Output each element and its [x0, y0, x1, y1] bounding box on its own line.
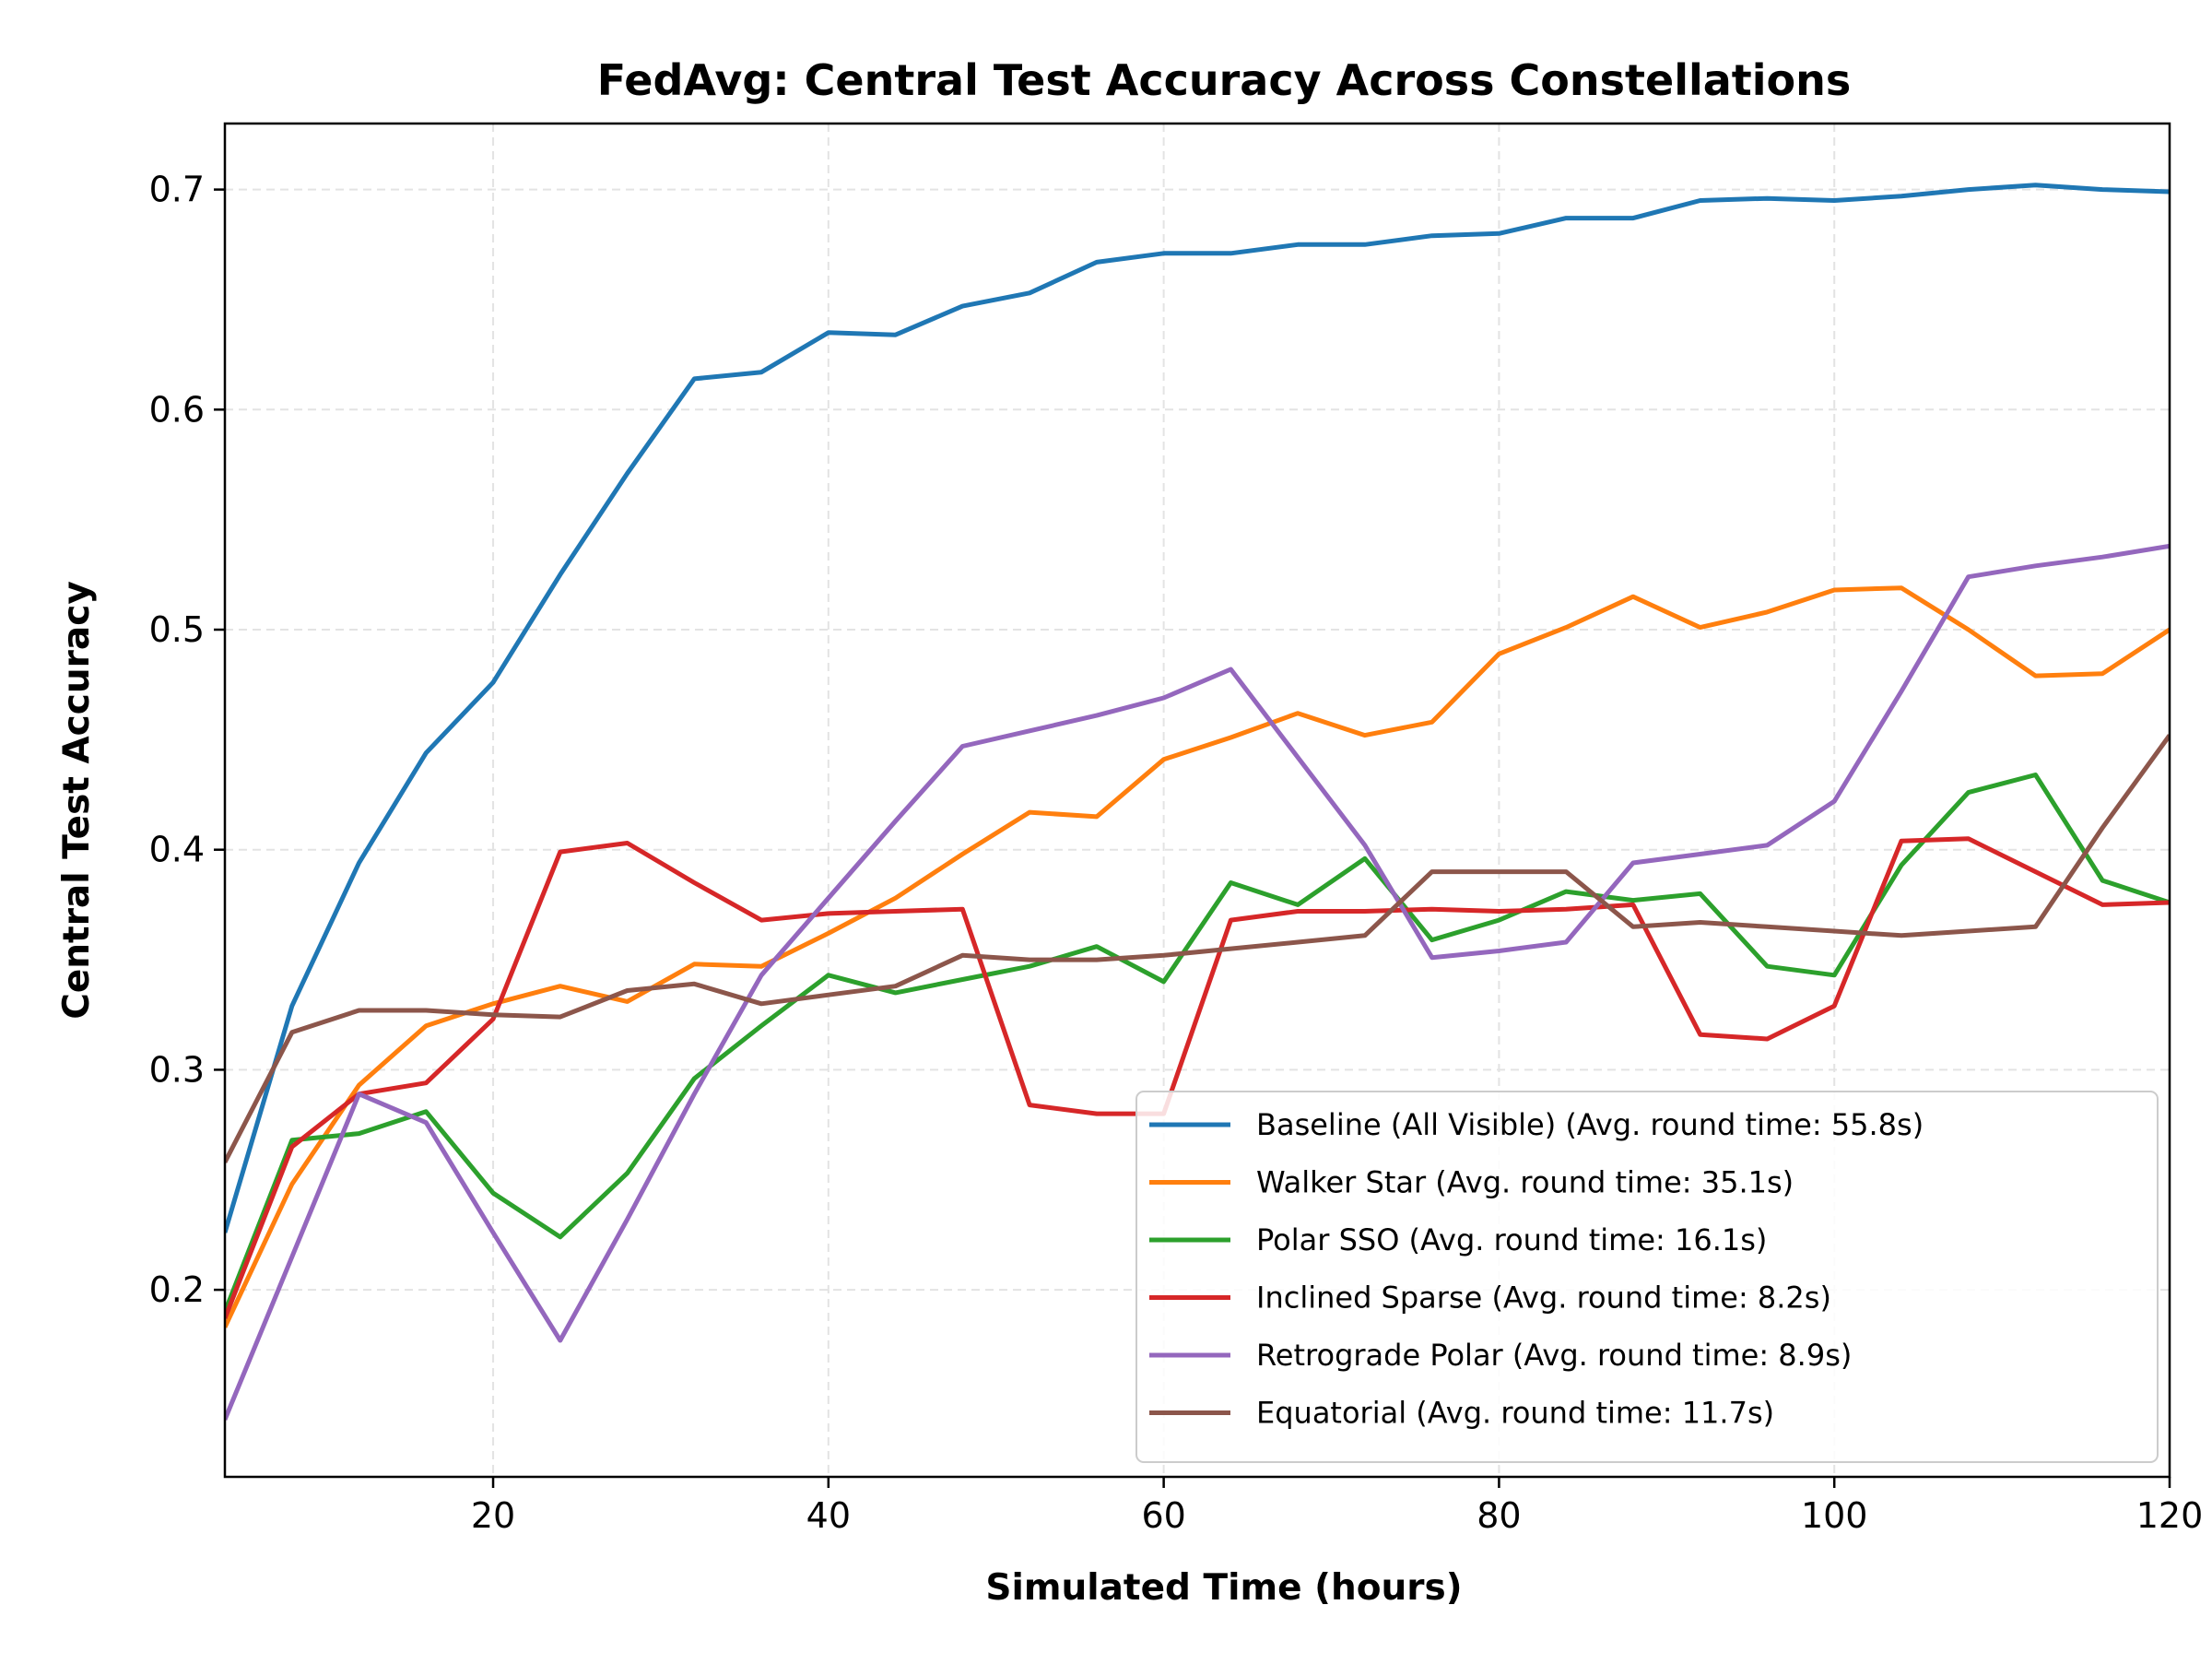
- x-tick-label: 20: [471, 1495, 515, 1536]
- series-lines: [225, 183, 2170, 1421]
- y-tick-label: 0.3: [149, 1049, 205, 1090]
- x-tick-label: 80: [1477, 1495, 1521, 1536]
- x-axis-label: Simulated Time (hours): [985, 1567, 1462, 1609]
- legend-label: Inclined Sparse (Avg. round time: 8.2s): [1256, 1280, 1831, 1316]
- x-tick-label: 100: [1801, 1495, 1868, 1536]
- y-tick-label: 0.5: [149, 609, 205, 650]
- legend-label: Polar SSO (Avg. round time: 16.1s): [1256, 1222, 1767, 1257]
- y-axis-label: Central Test Accuracy: [56, 581, 98, 1020]
- y-tick-label: 0.4: [149, 830, 205, 870]
- y-tick-label: 0.6: [149, 389, 205, 430]
- series-line-1: [225, 585, 2170, 1328]
- legend-label: Retrograde Polar (Avg. round time: 8.9s): [1256, 1338, 1852, 1373]
- legend-label: Walker Star (Avg. round time: 35.1s): [1256, 1165, 1794, 1200]
- axis-ticks: 20 40 60 80 100 120 0.2 0.3 0.4 0.5 0.6 0.7: [149, 170, 2204, 1536]
- chart-title: FedAvg: Central Test Accuracy Across Con…: [597, 55, 1852, 105]
- series-line-0: [225, 183, 2170, 1233]
- x-tick-label: 60: [1141, 1495, 1185, 1536]
- series-line-4: [225, 543, 2170, 1421]
- series-line-5: [225, 734, 2170, 1163]
- legend-label: Equatorial (Avg. round time: 11.7s): [1256, 1396, 1774, 1431]
- x-tick-label: 120: [2136, 1495, 2204, 1536]
- legend-box: [1135, 1091, 2159, 1463]
- x-tick-label: 40: [806, 1495, 851, 1536]
- plot-frame: [223, 122, 2171, 1479]
- legend: Baseline (All Visible) (Avg. round time:…: [1135, 1091, 2159, 1463]
- series-line-2: [225, 773, 2170, 1313]
- y-tick-label: 0.7: [149, 170, 205, 210]
- legend-label: Baseline (All Visible) (Avg. round time:…: [1256, 1107, 1924, 1142]
- y-tick-label: 0.2: [149, 1269, 205, 1310]
- series-line-3: [225, 836, 2170, 1320]
